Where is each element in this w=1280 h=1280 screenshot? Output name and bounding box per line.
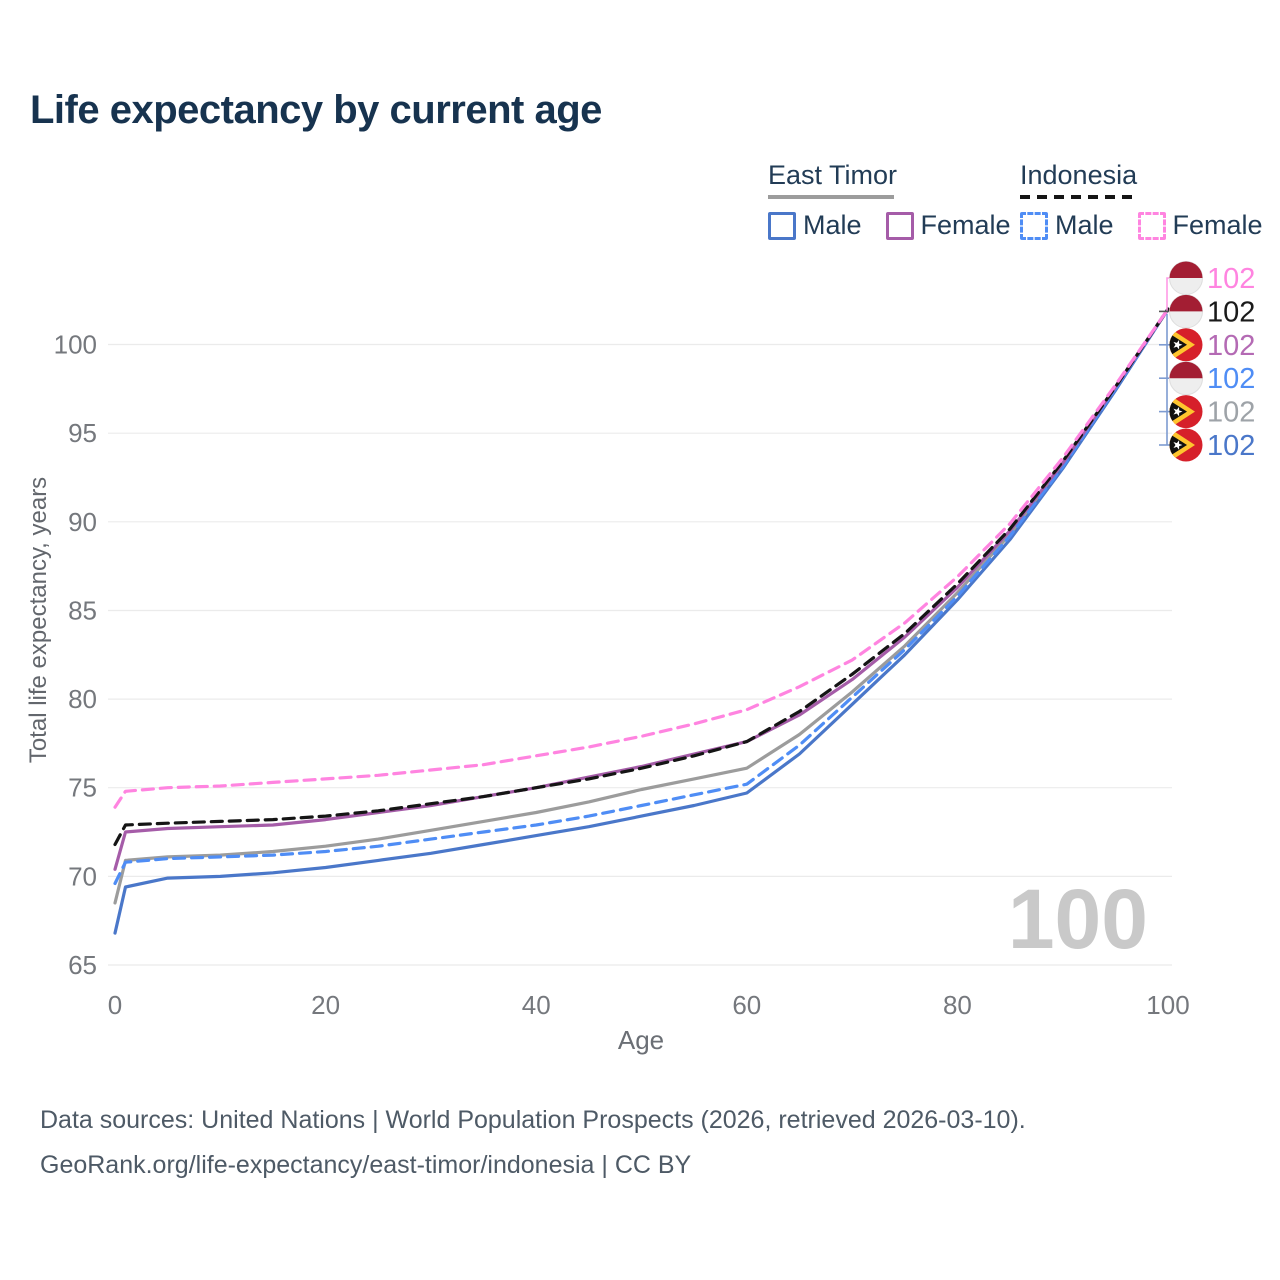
end-value-indonesia-male: 102 [1207, 363, 1255, 395]
indonesia-male-swatch [1020, 211, 1048, 240]
end-value-east-timor-female: 102 [1207, 330, 1255, 362]
east-timor-flag-icon [1169, 395, 1203, 429]
x-tick-60: 60 [732, 990, 761, 1020]
legend-item-label: Female [1172, 210, 1263, 240]
x-tick-80: 80 [943, 990, 972, 1020]
y-tick-65: 65 [68, 950, 97, 980]
indonesia-flag-icon [1169, 361, 1203, 396]
east-timor-female-swatch [885, 211, 914, 240]
series-lines [113, 307, 1170, 935]
series-line-east-timor-male [113, 307, 1170, 935]
series-line-indonesia-both-sexes [113, 307, 1170, 847]
y-axis-title: Total life expectancy, years [25, 477, 52, 763]
legend-group-indonesia: Indonesia Male Female [1020, 160, 1263, 241]
footer: Data sources: United Nations | World Pop… [40, 1106, 1026, 1196]
legend-item-label: Male [1055, 210, 1114, 240]
x-tick-0: 0 [108, 990, 122, 1020]
legend-items-east-timor: Male Female [768, 210, 1011, 241]
legend-items-indonesia: Male Female [1020, 210, 1263, 241]
indonesia-line-sample [1020, 195, 1132, 199]
legend-group-indonesia-header[interactable]: Indonesia [1020, 160, 1263, 199]
series-line-indonesia-male [113, 307, 1170, 886]
indonesia-female-swatch [1137, 211, 1166, 240]
legend-item-east-timor-male[interactable]: Male [768, 210, 862, 241]
legend-item-east-timor-female[interactable]: Female [885, 210, 1011, 241]
x-axis-title: Age [618, 1025, 664, 1055]
legend: East Timor Male Female Indonesia Male [0, 160, 1280, 250]
end-value-indonesia-both-sexes: 102 [1207, 296, 1255, 328]
attribution-link[interactable]: GeoRank.org/life-expectancy/east-timor/i… [40, 1151, 692, 1179]
legend-group-east-timor: East Timor Male Female [768, 160, 1011, 241]
east-timor-flag-icon [1169, 328, 1203, 362]
legend-group-label: East Timor [768, 160, 898, 190]
legend-group-east-timor-header[interactable]: East Timor [768, 160, 1011, 199]
y-tick-100: 100 [54, 330, 97, 360]
age-watermark: 100 [1008, 872, 1148, 966]
data-sources-text: Data sources: United Nations | World Pop… [40, 1106, 1026, 1134]
y-tick-75: 75 [68, 773, 97, 803]
y-tick-85: 85 [68, 596, 97, 626]
x-tick-100: 100 [1146, 990, 1189, 1020]
legend-group-label: Indonesia [1020, 160, 1138, 190]
east-timor-flag-icon [1169, 428, 1203, 462]
legend-item-label: Male [803, 210, 862, 240]
legend-item-label: Female [920, 210, 1011, 240]
indonesia-flag-icon [1169, 294, 1203, 329]
legend-item-indonesia-male[interactable]: Male [1020, 210, 1114, 241]
y-tick-95: 95 [68, 418, 97, 448]
y-tick-80: 80 [68, 684, 97, 714]
page-title: Life expectancy by current age [30, 88, 602, 132]
east-timor-line-sample [768, 195, 894, 199]
series-line-indonesia-female [113, 307, 1170, 809]
series-line-east-timor-female [113, 307, 1170, 871]
indonesia-flag-icon [1169, 261, 1203, 295]
east-timor-male-swatch [768, 211, 796, 240]
y-tick-90: 90 [68, 507, 97, 537]
legend-item-indonesia-female[interactable]: Female [1137, 210, 1263, 241]
gridlines [108, 343, 1172, 966]
y-tick-70: 70 [68, 861, 97, 891]
x-tick-40: 40 [522, 990, 551, 1020]
axis-ticks: 65 70 75 80 85 90 95 100 0 20 40 60 80 100 [54, 330, 1190, 1021]
end-value-east-timor-both-sexes: 102 [1207, 397, 1255, 429]
end-value-indonesia-female: 102 [1207, 263, 1255, 295]
series-line-east-timor-both-sexes [113, 307, 1170, 905]
end-value-east-timor-male: 102 [1207, 430, 1255, 462]
x-tick-20: 20 [311, 990, 340, 1020]
